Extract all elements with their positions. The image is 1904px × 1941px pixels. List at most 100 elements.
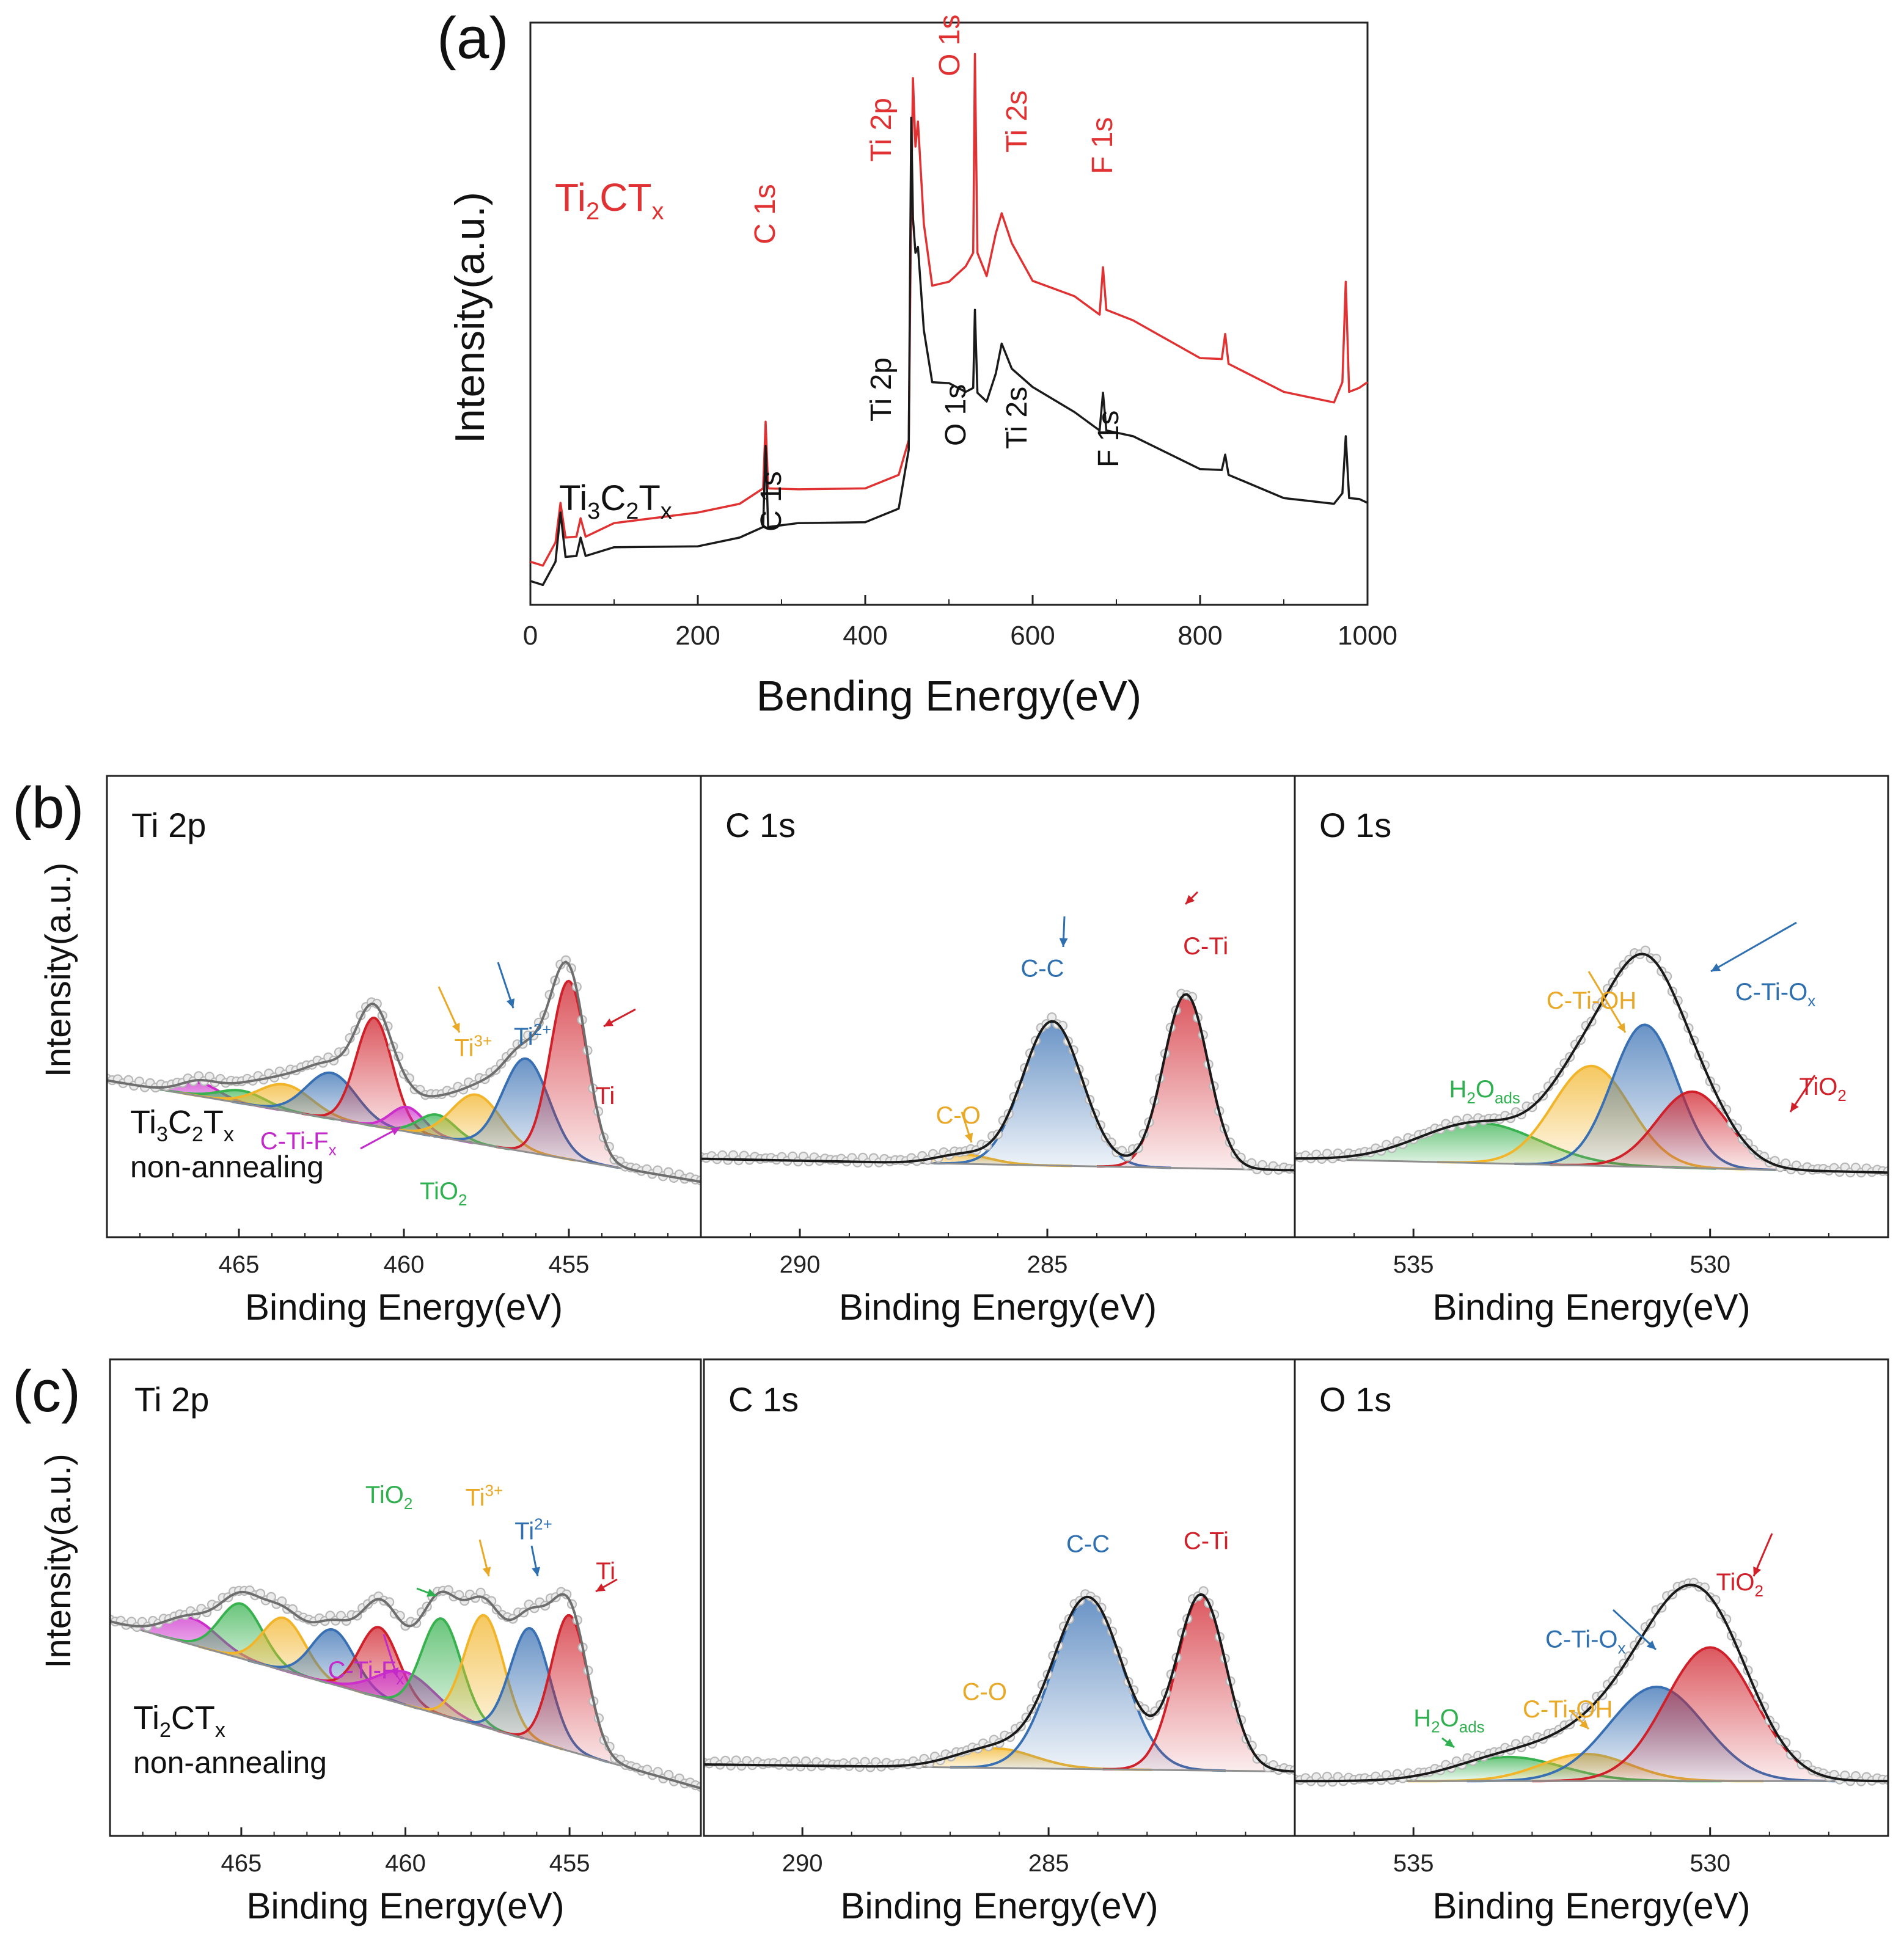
series-line-Ti3C2Tx: [530, 116, 1368, 587]
x-tick-label: 285: [1028, 1850, 1069, 1877]
peak-fill: [1550, 1091, 1835, 1172]
label-part: O: [1476, 1076, 1495, 1103]
arrow-head: [1617, 1023, 1625, 1033]
annotation-arrow: [1587, 971, 1627, 1033]
panel-title: O 1s: [1319, 806, 1391, 844]
label-part: H: [1413, 1705, 1431, 1732]
label-part: x: [224, 1123, 234, 1146]
panel-title: C 1s: [725, 806, 796, 844]
label-part: 2+: [533, 1020, 552, 1039]
peak-fill: [300, 1627, 458, 1720]
arrow-head: [1059, 938, 1068, 947]
arrow-head: [1579, 1719, 1589, 1729]
peak-fill: [1514, 1025, 1776, 1170]
panel-c-o-plot: [1295, 1577, 1888, 1787]
label-part: 2: [1754, 1582, 1763, 1600]
peak-fill: [950, 1598, 1226, 1771]
x-tick-label: 535: [1393, 1251, 1434, 1278]
arrow-head: [506, 998, 515, 1008]
peak-label: C-Ti-Ox: [1735, 979, 1815, 1010]
peak-fill: [301, 1017, 447, 1139]
label-part: Ti: [455, 1034, 474, 1061]
peak-label: TiO2: [420, 1178, 467, 1209]
x-tick-label: 1000: [1338, 621, 1397, 651]
label-part: ads: [1495, 1089, 1520, 1107]
envelope-line: [107, 960, 701, 1183]
label-part: 2: [586, 198, 599, 225]
x-tick-label: 290: [782, 1850, 823, 1877]
label-part: C-Ti: [1184, 1528, 1229, 1555]
panel-b-ti-plot: [107, 955, 701, 1186]
label-part: C: [600, 478, 626, 518]
label-part: Ti: [133, 1700, 159, 1736]
panel-title: Ti 2p: [131, 806, 206, 844]
panel-label-a: (a): [437, 5, 508, 71]
envelope-line: [701, 993, 1295, 1172]
annotation-arrow: [1710, 921, 1797, 973]
arrow-head: [390, 1127, 400, 1135]
label-part: C-Ti-F: [260, 1128, 329, 1155]
label-part: 2: [159, 1719, 171, 1742]
x-tick-label: 465: [221, 1850, 262, 1877]
x-axis-title: Binding Energy(eV): [246, 1885, 564, 1926]
label-part: Ti: [514, 1518, 534, 1545]
x-tick-label: 530: [1690, 1251, 1730, 1278]
arrow-head: [482, 1566, 491, 1576]
x-tick-label: 460: [385, 1850, 426, 1877]
background-line: [110, 1620, 701, 1789]
peak-label: H2Oads: [1449, 1076, 1520, 1107]
x-axis-title: Binding Energy(eV): [245, 1287, 563, 1328]
panel-title: C 1s: [728, 1380, 799, 1419]
x-tick-label: 290: [780, 1251, 821, 1278]
label-part: 3: [587, 499, 600, 524]
arrow-head: [1646, 1640, 1656, 1650]
peak-fill: [1295, 1122, 1716, 1169]
sample-label-line2: non-annealing: [133, 1745, 327, 1780]
sample-label: Ti3C2Tx: [130, 1104, 234, 1146]
peak-annotation: Ti 2p: [865, 357, 898, 422]
peak-label: Ti3+: [455, 1031, 492, 1061]
label-part: C-Ti-O: [1545, 1626, 1617, 1653]
peak-fill: [199, 1617, 370, 1695]
peak-label: TiO2: [365, 1482, 412, 1513]
panel-row-label: (c): [12, 1359, 81, 1424]
label-part: C-O: [936, 1102, 981, 1129]
y-axis-title: Intensity(a.u.): [38, 1453, 78, 1668]
label-part: Ti: [466, 1485, 485, 1511]
label-part: CT: [171, 1700, 215, 1736]
panel-b-o-plot: [1295, 945, 1888, 1178]
envelope-line: [704, 1593, 1295, 1773]
label-part: C-Ti-OH: [1547, 987, 1636, 1014]
label-part: T: [639, 478, 660, 518]
x-tick-label: 460: [384, 1251, 425, 1278]
peak-fill: [496, 981, 642, 1172]
peak-label: C-O: [936, 1102, 981, 1129]
label-part: C: [168, 1104, 192, 1141]
data-point: [1743, 1138, 1753, 1149]
label-part: 3: [156, 1123, 168, 1146]
label-part: C-Ti-OH: [1523, 1696, 1613, 1723]
peak-label: C-Ti-OH: [1523, 1696, 1613, 1723]
x-tick-label: 285: [1027, 1251, 1068, 1278]
peak-label: TiO2: [1716, 1569, 1763, 1600]
arrow-head: [1790, 1102, 1799, 1112]
peak-fill: [497, 1615, 642, 1772]
label-part: Ti: [559, 478, 587, 518]
sample-label-line2: non-annealing: [130, 1150, 324, 1184]
peak-annotation: Ti 2s: [1001, 387, 1033, 449]
peak-label: Ti2+: [514, 1020, 552, 1050]
peak-label: Ti2+: [514, 1515, 552, 1545]
label-part: C-O: [962, 1678, 1007, 1705]
label-part: TiO: [1716, 1569, 1755, 1596]
label-part: Ti: [514, 1023, 533, 1050]
label-part: TiO: [1799, 1073, 1837, 1100]
arrow-head: [1444, 1738, 1454, 1747]
label-part: 2: [1431, 1718, 1440, 1736]
peak-fill: [247, 1629, 419, 1709]
panel-b-c-plot: [701, 989, 1295, 1175]
label-part: TiO: [365, 1482, 404, 1508]
peak-annotation: Ti 2s: [1001, 90, 1033, 153]
arrow-head: [390, 1667, 399, 1677]
peak-label: C-Ti-Ox: [1545, 1626, 1625, 1657]
x-axis-title: Binding Energy(eV): [1432, 1885, 1750, 1926]
